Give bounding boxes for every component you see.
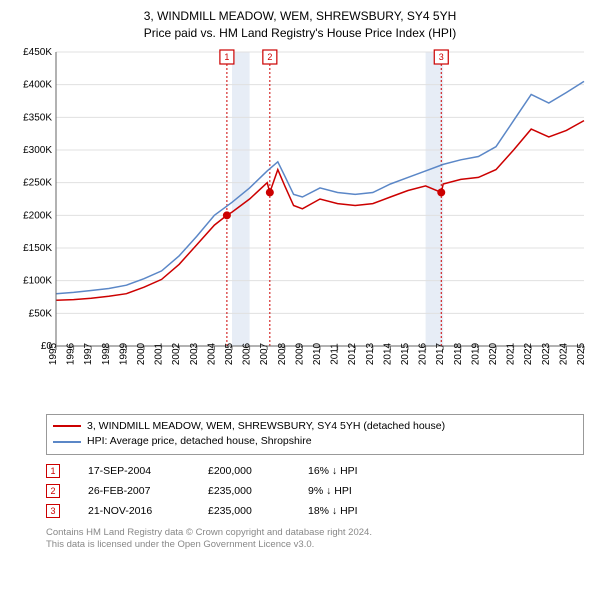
svg-text:2012: 2012 bbox=[347, 342, 358, 365]
marker-badge: 2 bbox=[46, 484, 60, 498]
svg-text:2014: 2014 bbox=[382, 342, 393, 365]
svg-text:£450K: £450K bbox=[23, 47, 52, 58]
chart-svg: £0£50K£100K£150K£200K£250K£300K£350K£400… bbox=[10, 46, 590, 406]
svg-text:1995: 1995 bbox=[48, 342, 59, 365]
svg-text:2011: 2011 bbox=[330, 342, 341, 364]
marker-diff: 18% ↓ HPI bbox=[308, 505, 408, 517]
svg-text:1999: 1999 bbox=[118, 342, 129, 365]
svg-text:2023: 2023 bbox=[541, 342, 552, 365]
legend-item: 3, WINDMILL MEADOW, WEM, SHREWSBURY, SY4… bbox=[53, 419, 577, 435]
svg-text:£300K: £300K bbox=[23, 145, 52, 156]
svg-text:2021: 2021 bbox=[506, 342, 517, 365]
footer-line2: This data is licensed under the Open Gov… bbox=[46, 539, 584, 551]
svg-text:£100K: £100K bbox=[23, 275, 52, 286]
svg-text:2016: 2016 bbox=[418, 342, 429, 365]
page-root: 3, WINDMILL MEADOW, WEM, SHREWSBURY, SY4… bbox=[0, 0, 600, 590]
chart-title: 3, WINDMILL MEADOW, WEM, SHREWSBURY, SY4… bbox=[10, 8, 590, 42]
svg-text:2009: 2009 bbox=[294, 342, 305, 365]
svg-text:£50K: £50K bbox=[29, 308, 53, 319]
svg-text:2003: 2003 bbox=[189, 342, 200, 365]
footer-line1: Contains HM Land Registry data © Crown c… bbox=[46, 527, 584, 539]
svg-text:£250K: £250K bbox=[23, 177, 52, 188]
svg-text:2002: 2002 bbox=[171, 342, 182, 365]
marker-date: 17-SEP-2004 bbox=[88, 465, 208, 477]
svg-text:2000: 2000 bbox=[136, 342, 147, 365]
marker-price: £235,000 bbox=[208, 485, 308, 497]
marker-price: £200,000 bbox=[208, 465, 308, 477]
svg-text:2006: 2006 bbox=[242, 342, 253, 365]
svg-text:2: 2 bbox=[267, 52, 272, 62]
marker-price: £235,000 bbox=[208, 505, 308, 517]
legend-swatch bbox=[53, 441, 81, 443]
svg-text:2022: 2022 bbox=[523, 342, 534, 365]
svg-text:2008: 2008 bbox=[277, 342, 288, 365]
svg-text:2007: 2007 bbox=[259, 342, 270, 365]
legend-label: 3, WINDMILL MEADOW, WEM, SHREWSBURY, SY4… bbox=[87, 419, 445, 435]
legend-label: HPI: Average price, detached house, Shro… bbox=[87, 434, 312, 450]
legend-item: HPI: Average price, detached house, Shro… bbox=[53, 434, 577, 450]
svg-text:2001: 2001 bbox=[154, 342, 165, 365]
marker-badge: 1 bbox=[46, 464, 60, 478]
svg-text:1996: 1996 bbox=[66, 342, 77, 365]
svg-text:2024: 2024 bbox=[558, 342, 569, 365]
marker-row: 3 21-NOV-2016£235,00018% ↓ HPI bbox=[46, 501, 584, 521]
svg-text:2015: 2015 bbox=[400, 342, 411, 365]
svg-text:1997: 1997 bbox=[83, 342, 94, 365]
marker-diff: 16% ↓ HPI bbox=[308, 465, 408, 477]
legend: 3, WINDMILL MEADOW, WEM, SHREWSBURY, SY4… bbox=[46, 414, 584, 456]
svg-text:1998: 1998 bbox=[101, 342, 112, 365]
svg-text:£350K: £350K bbox=[23, 112, 52, 123]
svg-text:2019: 2019 bbox=[470, 342, 481, 365]
svg-text:2017: 2017 bbox=[435, 342, 446, 365]
svg-text:2025: 2025 bbox=[576, 342, 587, 365]
svg-text:1: 1 bbox=[224, 52, 229, 62]
marker-diff: 9% ↓ HPI bbox=[308, 485, 408, 497]
marker-date: 21-NOV-2016 bbox=[88, 505, 208, 517]
svg-text:2018: 2018 bbox=[453, 342, 464, 365]
svg-text:2020: 2020 bbox=[488, 342, 499, 365]
svg-text:£150K: £150K bbox=[23, 243, 52, 254]
footer-attribution: Contains HM Land Registry data © Crown c… bbox=[46, 527, 584, 552]
marker-row: 2 26-FEB-2007£235,0009% ↓ HPI bbox=[46, 481, 584, 501]
svg-text:£400K: £400K bbox=[23, 79, 52, 90]
marker-date: 26-FEB-2007 bbox=[88, 485, 208, 497]
marker-badge: 3 bbox=[46, 504, 60, 518]
svg-text:2013: 2013 bbox=[365, 342, 376, 365]
svg-text:2004: 2004 bbox=[206, 342, 217, 365]
svg-text:2010: 2010 bbox=[312, 342, 323, 365]
svg-text:3: 3 bbox=[439, 52, 444, 62]
marker-table: 1 17-SEP-2004£200,00016% ↓ HPI 2 26-FEB-200… bbox=[46, 461, 584, 521]
legend-swatch bbox=[53, 425, 81, 427]
svg-text:2005: 2005 bbox=[224, 342, 235, 365]
title-line1: 3, WINDMILL MEADOW, WEM, SHREWSBURY, SY4… bbox=[10, 8, 590, 25]
chart-area: £0£50K£100K£150K£200K£250K£300K£350K£400… bbox=[10, 46, 590, 406]
marker-row: 1 17-SEP-2004£200,00016% ↓ HPI bbox=[46, 461, 584, 481]
title-line2: Price paid vs. HM Land Registry's House … bbox=[10, 25, 590, 42]
svg-text:£200K: £200K bbox=[23, 210, 52, 221]
